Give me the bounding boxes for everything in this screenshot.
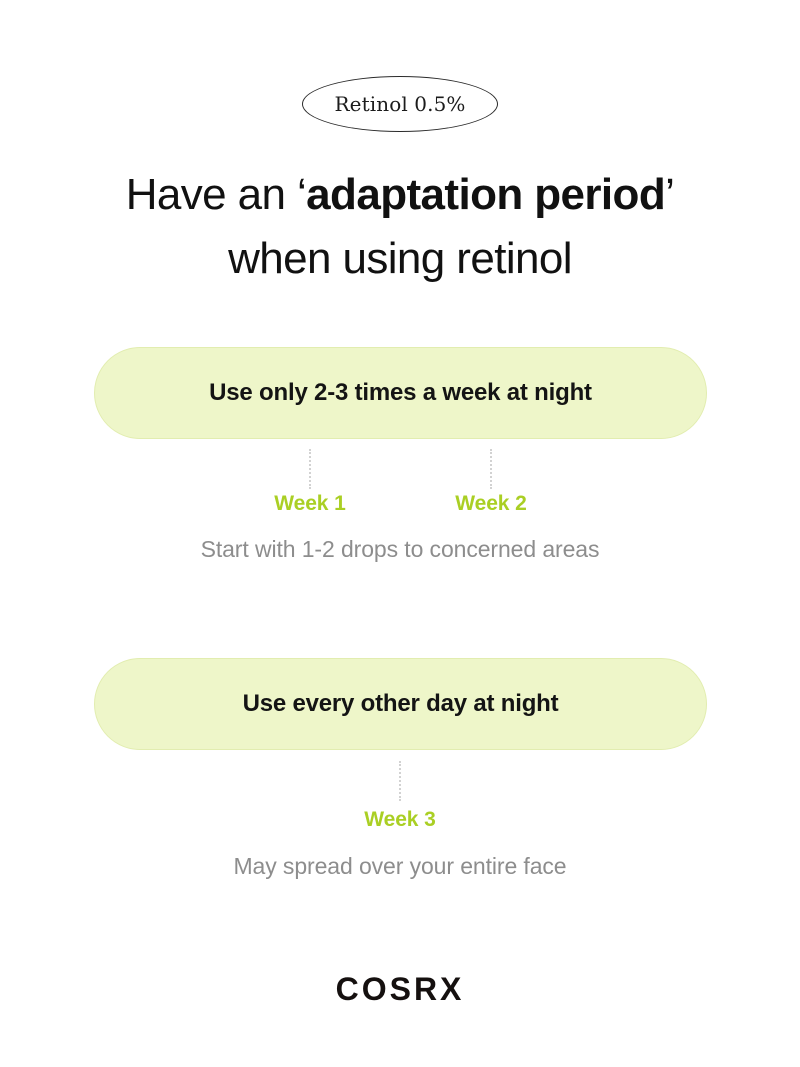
page-title-emphasis: adaptation period <box>306 170 666 219</box>
page-title-suffix: ’ <box>665 170 675 219</box>
step-1-week-1-label: Week 1 <box>274 492 346 515</box>
brand-logo: COSRX <box>335 971 465 1007</box>
step-1-connector-week-2 <box>490 449 492 489</box>
step-2-pill-label: Use every other day at night <box>242 690 559 717</box>
page-title-line-1: Have an ‘adaptation period’ <box>0 163 800 227</box>
product-badge-ellipse: Retinol 0.5% <box>302 76 498 132</box>
step-2-connector-week-3 <box>399 761 401 801</box>
badge-container: Retinol 0.5% <box>0 76 800 132</box>
page-title-prefix: Have an ‘ <box>125 170 307 219</box>
step-2-week-3-label: Week 3 <box>364 808 436 831</box>
page-title: Have an ‘adaptation period’ when using r… <box>0 163 800 291</box>
step-2-pill: Use every other day at night <box>94 658 707 750</box>
step-1-pill: Use only 2-3 times a week at night <box>94 347 707 439</box>
product-badge-label: Retinol 0.5% <box>334 92 466 116</box>
step-1-pill-label: Use only 2-3 times a week at night <box>209 379 592 406</box>
page-title-line-2: when using retinol <box>228 234 572 283</box>
step-1-connector-week-1 <box>309 449 311 489</box>
step-1-week-2-label: Week 2 <box>455 492 527 515</box>
step-2-caption: May spread over your entire face <box>233 853 567 879</box>
step-1-caption: Start with 1-2 drops to concerned areas <box>200 536 600 562</box>
